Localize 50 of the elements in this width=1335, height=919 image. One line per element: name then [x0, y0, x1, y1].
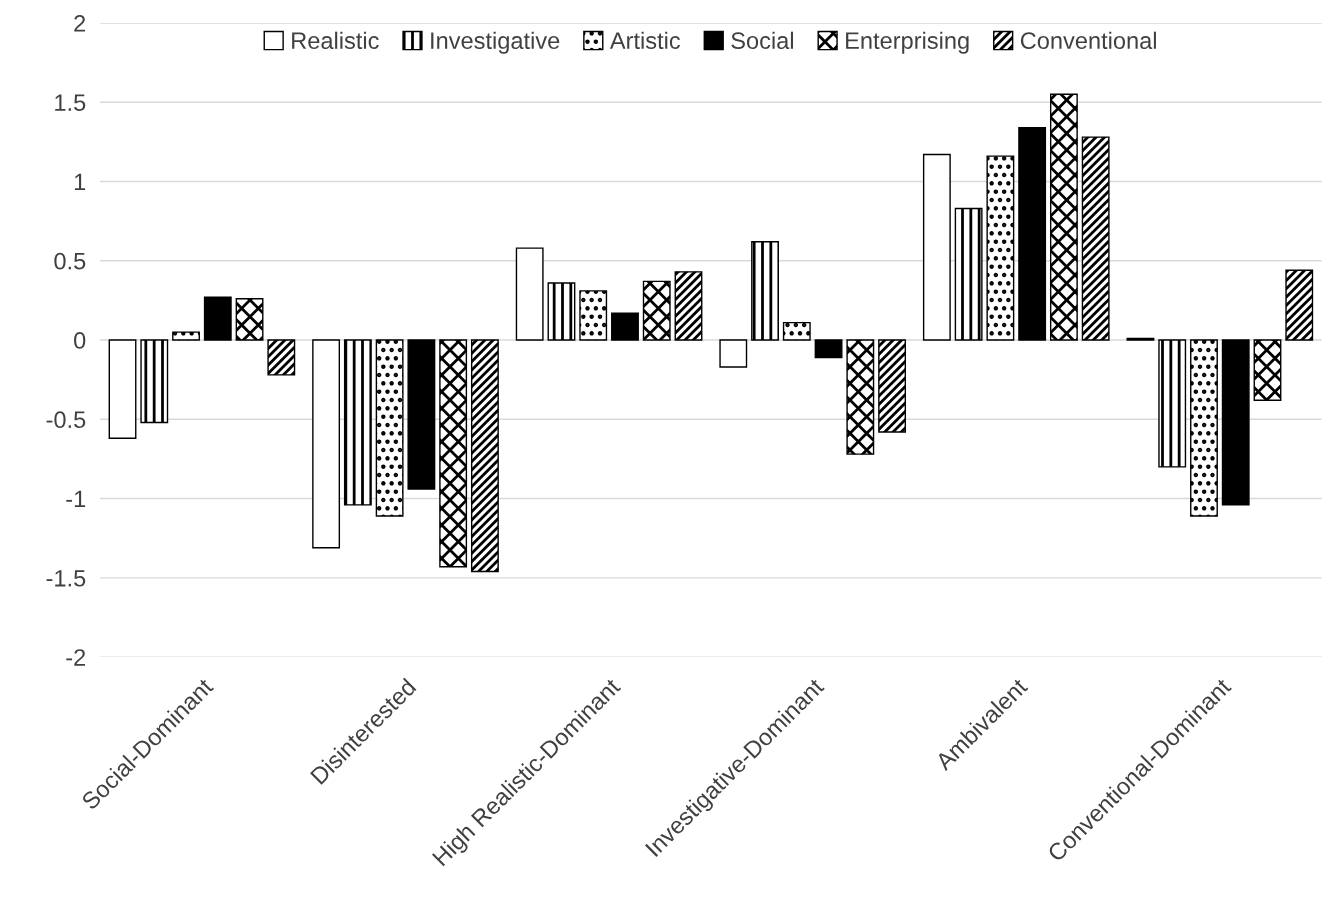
bar — [642, 280, 671, 341]
bar — [1081, 136, 1110, 341]
bar — [407, 339, 436, 490]
bar — [343, 339, 372, 506]
bar — [1158, 339, 1187, 468]
y-tick-label: 2 — [74, 15, 86, 32]
y-tick-label: -1.5 — [46, 570, 86, 587]
bar — [1049, 93, 1078, 341]
bar — [986, 155, 1015, 341]
bar — [878, 339, 907, 433]
bar — [267, 339, 296, 376]
y-tick-label: 1.5 — [55, 94, 86, 112]
y-tick-label: -0.5 — [46, 411, 86, 429]
bar — [108, 339, 137, 440]
bar — [579, 290, 608, 341]
bar — [922, 153, 951, 341]
bar — [719, 339, 748, 368]
bar — [1253, 339, 1282, 401]
y-tick-label: -2 — [66, 649, 86, 666]
y-tick-label: 0 — [74, 332, 86, 349]
bar — [439, 339, 468, 568]
legend-label: Conventional — [1020, 31, 1156, 50]
bar — [954, 207, 983, 341]
bar — [375, 339, 404, 517]
bar — [203, 296, 232, 341]
legend-label: Realistic — [292, 31, 379, 50]
bar — [470, 339, 499, 573]
legend-label: Social — [731, 31, 793, 50]
legend-label: Investigative — [431, 31, 560, 54]
bar — [782, 321, 811, 341]
bar — [1221, 339, 1250, 506]
bar — [846, 339, 875, 455]
bar — [515, 247, 544, 341]
legend-label: Artistic — [609, 31, 681, 50]
bar — [140, 339, 169, 424]
y-tick-label: -1 — [66, 490, 86, 508]
bar — [674, 271, 703, 341]
bar — [611, 312, 639, 341]
legend-label: Enterprising — [846, 31, 969, 54]
bar — [547, 282, 576, 341]
bar — [235, 298, 264, 341]
y-tick-label: 1 — [74, 173, 86, 191]
bar — [312, 339, 341, 549]
bar — [1018, 126, 1047, 341]
bar — [814, 339, 843, 359]
bar — [1190, 339, 1218, 517]
bar — [1285, 269, 1314, 341]
y-tick-label: 0.5 — [54, 252, 86, 270]
bar — [172, 331, 200, 341]
bar — [751, 241, 779, 341]
